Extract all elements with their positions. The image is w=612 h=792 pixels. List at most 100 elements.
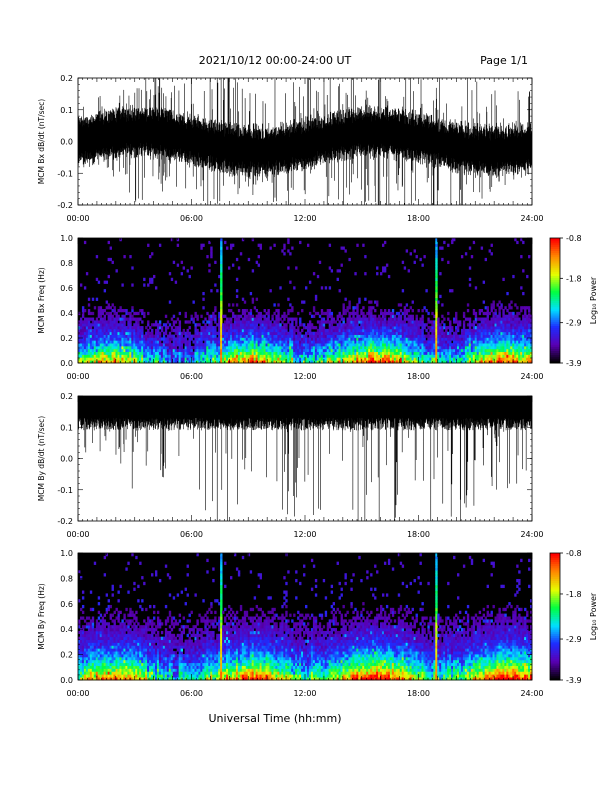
spectrogram-cell — [528, 311, 531, 316]
spectrogram-cell — [516, 326, 519, 330]
spectrogram-cell — [460, 343, 464, 347]
spectrogram-cell — [314, 343, 318, 347]
spectrogram-cell — [113, 340, 116, 344]
spectrogram-cell — [401, 331, 405, 335]
spectrogram-cell — [308, 340, 312, 344]
spectrogram-cell — [403, 328, 407, 333]
spectrogram-cell — [478, 348, 482, 353]
spectrogram-cell — [445, 343, 448, 347]
spectrogram-cell — [342, 357, 345, 361]
spectrogram-cell — [468, 334, 472, 338]
spectrogram-cell — [103, 334, 107, 338]
spectrogram-cell — [295, 317, 298, 321]
spectrogram-cell — [399, 323, 403, 327]
spectrogram-cell — [287, 345, 290, 350]
spectrogram-cell — [229, 357, 233, 361]
spectrogram-cell — [332, 320, 336, 324]
spectrogram-cell — [109, 317, 112, 321]
spectrogram-cell — [192, 317, 195, 321]
spectrogram-cell — [328, 351, 332, 355]
spectrogram-cell — [190, 317, 193, 321]
spectrogram-cell — [322, 320, 326, 324]
spectrogram-cell — [275, 348, 278, 353]
spectrogram-cell — [156, 345, 160, 350]
spectrogram-cell — [273, 303, 276, 307]
colorbar-swatch — [550, 273, 560, 276]
spectrogram-cell — [279, 326, 282, 330]
spectrogram-cell — [378, 348, 381, 353]
spectrogram-cell — [301, 345, 304, 350]
spectrogram-cell — [253, 331, 257, 335]
spectrogram-cell — [123, 255, 126, 259]
spectrogram-cell — [490, 360, 493, 364]
spectrogram-cell — [395, 326, 399, 330]
colorbar-swatch — [550, 271, 560, 274]
spectrogram-cell — [202, 357, 205, 361]
spectrogram-cell — [293, 317, 296, 321]
spectrogram-cell — [188, 357, 191, 361]
spectrogram-cell — [435, 260, 438, 264]
spectrogram-cell — [494, 314, 497, 318]
spectrogram-cell — [330, 320, 334, 324]
spectrogram-cell — [107, 348, 110, 353]
spectrogram-cell — [231, 328, 235, 333]
spectrogram-cell — [220, 317, 223, 321]
spectrogram-cell — [508, 345, 511, 350]
spectrogram-cell — [214, 326, 217, 330]
spectrogram-cell — [178, 343, 182, 347]
spectrogram-cell — [251, 323, 255, 327]
spectrogram-cell — [245, 334, 249, 338]
spectrogram-cell — [117, 343, 120, 347]
spectrogram-cell — [277, 334, 280, 338]
spectrogram-cell — [435, 360, 438, 364]
spectrogram-cell — [293, 357, 296, 361]
x-tick-label: 24:00 — [520, 372, 543, 381]
spectrogram-cell — [413, 260, 416, 264]
spectrogram-cell — [417, 323, 420, 327]
spectrogram-cell — [162, 345, 166, 350]
spectrogram-cell — [490, 331, 493, 335]
spectrogram-cell — [502, 311, 505, 316]
spectrogram-cell — [87, 309, 91, 313]
spectrogram-cell — [411, 323, 414, 327]
spectrogram-cell — [389, 357, 393, 361]
spectrogram-cell — [156, 340, 160, 344]
spectrogram-cell — [482, 328, 486, 333]
spectrogram-cell — [85, 272, 89, 276]
spectrogram-cell — [253, 343, 257, 347]
spectrogram-cell — [498, 320, 501, 324]
colorbar-swatch — [550, 246, 560, 249]
spectrogram-cell — [85, 345, 89, 350]
colorbar-swatch — [550, 269, 560, 272]
spectrogram-cell — [512, 317, 515, 321]
spectrogram-cell — [314, 351, 318, 355]
spectrogram-cell — [220, 277, 223, 282]
spectrogram-cell — [504, 326, 507, 330]
spectrogram-cell — [194, 314, 197, 318]
spectrogram-cell — [188, 334, 191, 338]
spectrogram-cell — [271, 337, 274, 341]
spectrogram-cell — [306, 343, 310, 347]
spectrogram-cell — [113, 351, 116, 355]
spectrogram-cell — [421, 334, 424, 338]
spectrogram-cell — [368, 331, 371, 335]
spectrogram-cell — [478, 331, 482, 335]
spectrogram-cell — [233, 320, 237, 324]
spectrogram-cell — [210, 252, 213, 256]
spectrogram-cell — [247, 326, 251, 330]
spectrogram-cell — [431, 343, 434, 347]
spectrogram-cell — [490, 326, 493, 330]
spectrogram-cell — [200, 246, 203, 250]
spectrogram-cell — [358, 360, 361, 364]
spectrogram-cell — [480, 331, 484, 335]
spectrogram-cell — [123, 314, 126, 318]
spectrogram-cell — [376, 323, 379, 327]
spectrogram-cell — [247, 343, 251, 347]
spectrogram-cell — [79, 636, 83, 640]
spectrogram-cell — [356, 303, 359, 307]
spectrogram-cell — [172, 260, 176, 264]
spectrogram-cell — [170, 277, 174, 282]
spectrogram-cell — [449, 289, 452, 293]
spectrogram-cell — [267, 337, 270, 341]
spectrogram-cell — [115, 348, 118, 353]
